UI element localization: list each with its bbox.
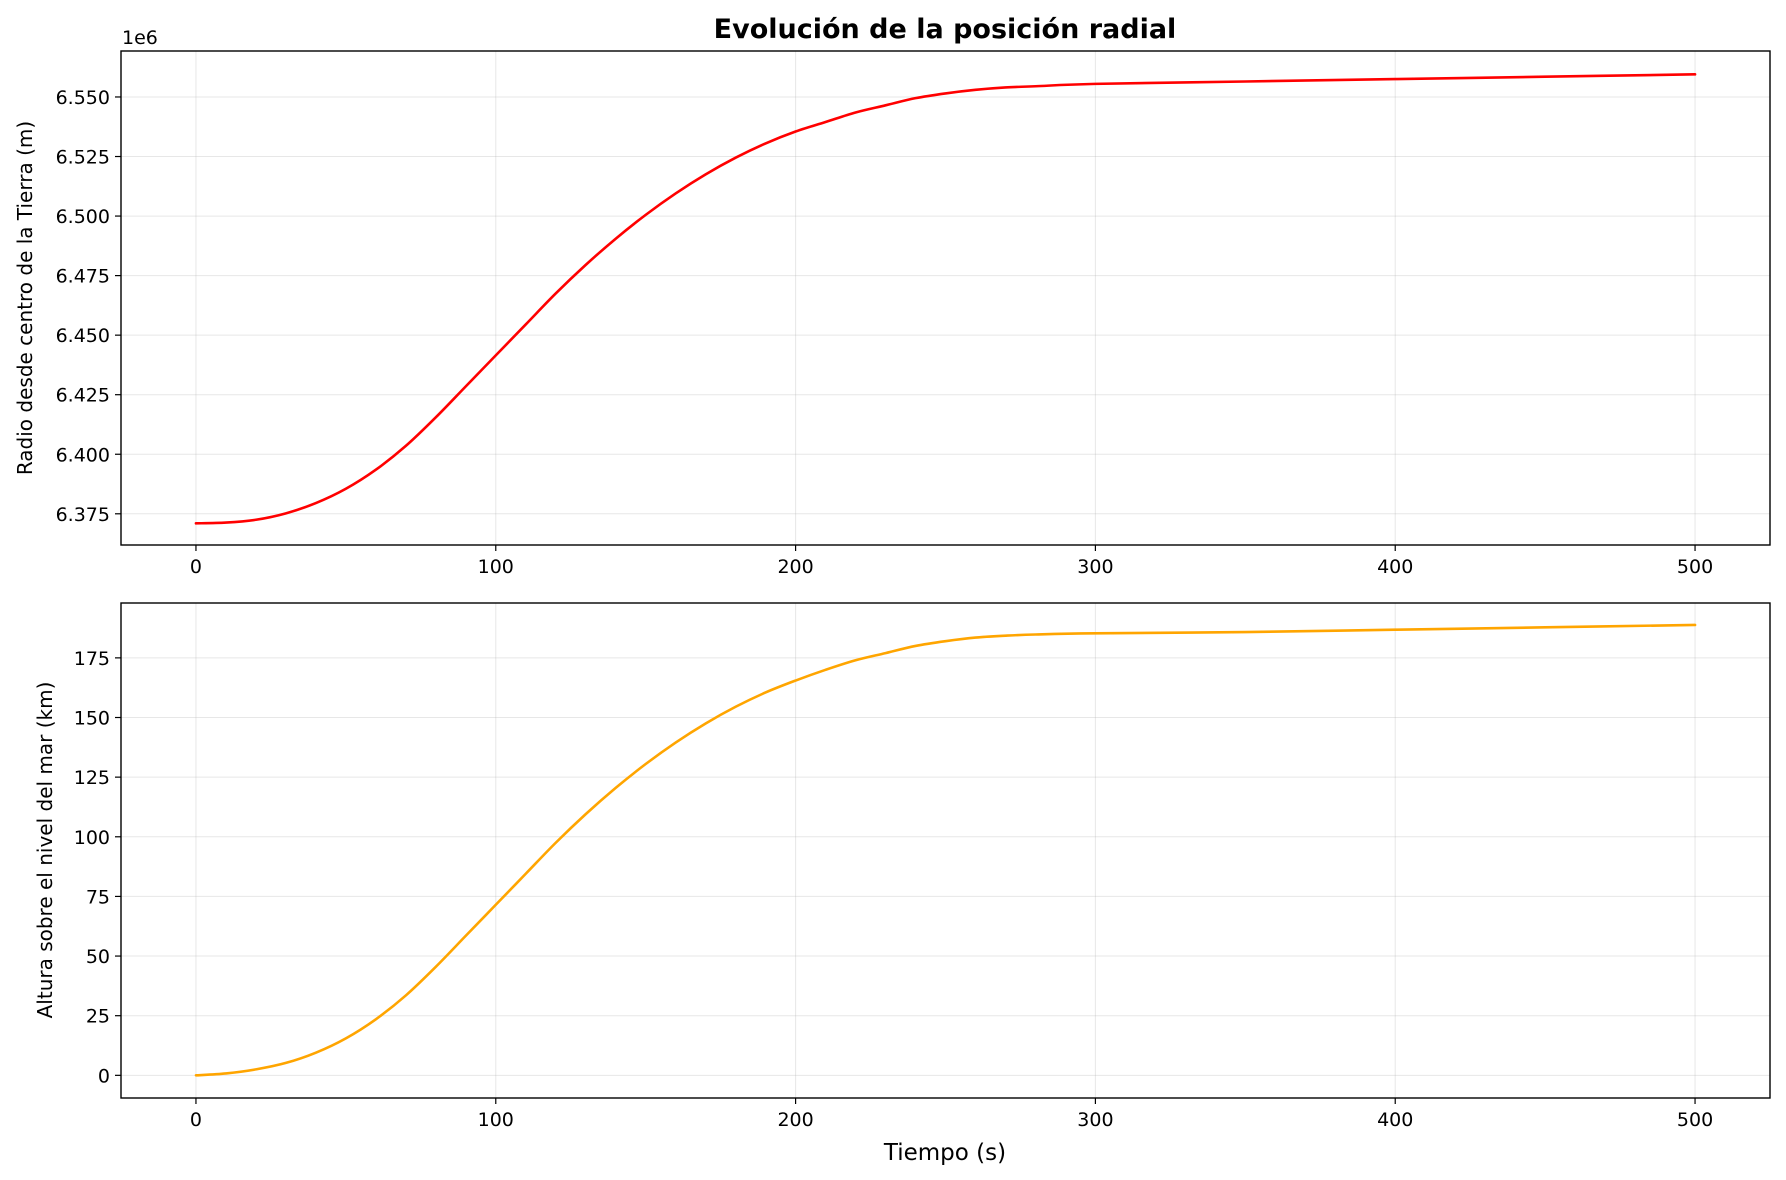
y-tick-label: 100: [74, 827, 110, 849]
radial-position-chart: Evolución de la posición radial 1e6 0 100…: [13, 14, 1771, 578]
axis-ticks: 0 100 200 300 400 500 6.375 6.400 6.425 6.450 6.47…: [56, 87, 1714, 578]
y-tick-label: 50: [86, 946, 110, 968]
x-tick-label: 200: [777, 556, 813, 578]
x-tick-label: 300: [1077, 1109, 1113, 1131]
x-tick-label: 500: [1677, 556, 1713, 578]
y-tick-label: 125: [74, 767, 110, 789]
y-tick-label: 6.500: [56, 206, 110, 228]
y-tick-label: 6.450: [56, 325, 110, 347]
series-group: [194, 623, 1697, 1077]
x-tick-label: 300: [1077, 556, 1113, 578]
y-axis-label: Altura sobre el nivel del mar (km): [33, 682, 57, 1019]
x-axis-label: Tiempo (s): [883, 1140, 1006, 1166]
y-tick-label: 6.475: [56, 266, 110, 288]
chart-title: Evolución de la posición radial: [714, 14, 1177, 45]
x-tick-label: 100: [478, 1109, 514, 1131]
x-tick-label: 400: [1377, 556, 1413, 578]
series-line: [194, 73, 1697, 525]
x-tick-label: 100: [478, 556, 514, 578]
series-line: [194, 623, 1697, 1077]
x-tick-label: 500: [1677, 1109, 1713, 1131]
series-group: [194, 73, 1697, 525]
x-tick-label: 0: [190, 1109, 202, 1131]
y-tick-label: 6.525: [56, 147, 110, 169]
y-tick-label: 175: [74, 648, 110, 670]
y-tick-label: 6.425: [56, 385, 110, 407]
y-tick-label: 6.375: [56, 504, 110, 526]
y-tick-label: 150: [74, 708, 110, 730]
plot-frame: [120, 602, 1771, 1099]
y-axis-label: Radio desde centro de la Tierra (m): [13, 121, 37, 475]
x-tick-label: 400: [1377, 1109, 1413, 1131]
y-offset-label: 1e6: [122, 27, 158, 49]
axis-ticks: 0 100 200 300 400 500 0 25 50 75 100 125 150 175: [74, 648, 1713, 1131]
y-tick-label: 0: [98, 1065, 110, 1087]
plot-frame: [120, 50, 1771, 546]
y-tick-label: 6.550: [56, 87, 110, 109]
y-tick-label: 25: [86, 1006, 110, 1028]
y-tick-label: 75: [86, 886, 110, 908]
y-tick-label: 6.400: [56, 444, 110, 466]
x-tick-label: 200: [777, 1109, 813, 1131]
x-tick-label: 0: [190, 556, 202, 578]
grid: [121, 51, 1770, 545]
grid: [121, 603, 1770, 1098]
altitude-chart: 0 100 200 300 400 500 0 25 50 75 100 125 150 175 Altu…: [33, 602, 1771, 1166]
